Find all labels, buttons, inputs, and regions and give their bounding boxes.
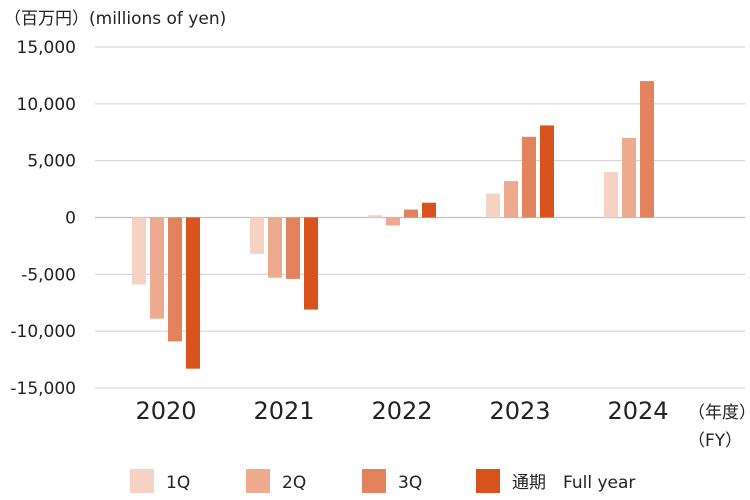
bar-2020-q4 <box>186 217 200 369</box>
x-category-label: 2021 <box>253 397 314 425</box>
bar-2022-q3 <box>404 209 418 218</box>
bar-2020-q1 <box>132 217 146 285</box>
unit-label: （百万円）(millions of yen) <box>4 9 226 29</box>
y-tick-label: -5,000 <box>21 265 76 285</box>
bar-2024-q3 <box>640 81 654 218</box>
bar-2021-q3 <box>286 217 300 279</box>
gridlines <box>95 46 745 389</box>
bar-2023-q1 <box>486 193 500 218</box>
legend-label: 2Q <box>282 473 306 493</box>
legend-label: 通期 Full year <box>512 473 635 493</box>
y-tick-label: 0 <box>65 209 76 229</box>
bar-2023-q3 <box>522 136 536 218</box>
legend: 1Q 2Q 3Q 通期 Full year <box>130 469 635 493</box>
legend-swatch <box>130 469 154 493</box>
bar-2023-q4 <box>540 125 554 218</box>
y-tick-label: -10,000 <box>10 322 76 342</box>
bar-2020-q3 <box>168 217 182 342</box>
bar-2020-q2 <box>150 217 164 319</box>
bar-2024-q1 <box>604 172 618 218</box>
x-category-label: 2024 <box>607 397 668 425</box>
bar-2021-q1 <box>250 217 264 254</box>
bar-2022-q2 <box>386 217 400 226</box>
x-category-label: 2022 <box>371 397 432 425</box>
fy-label-line1: （年度） <box>688 403 750 423</box>
x-category-label: 2020 <box>135 397 196 425</box>
y-tick-label: 5,000 <box>27 152 76 172</box>
legend-swatch <box>362 469 386 493</box>
x-axis-categories: 2020 2021 2022 2023 2024 <box>135 397 668 425</box>
bar-2022-q1 <box>368 215 382 218</box>
bar-2024-q2 <box>622 137 636 218</box>
legend-swatch <box>476 469 500 493</box>
legend-label: 3Q <box>398 473 422 493</box>
legend-label: 1Q <box>166 473 190 493</box>
bar-2022-q4 <box>422 202 436 218</box>
bar-2021-q2 <box>268 217 282 278</box>
fy-label-line2: （FY） <box>688 431 742 451</box>
bar-2021-q4 <box>304 217 318 310</box>
y-axis-ticks: 15,000 10,000 5,000 0 -5,000 -10,000 -15,000 <box>10 38 76 399</box>
y-tick-label: 10,000 <box>17 95 76 115</box>
y-tick-label: 15,000 <box>17 38 76 58</box>
bars <box>132 81 654 369</box>
x-category-label: 2023 <box>489 397 550 425</box>
bar-2023-q2 <box>504 181 518 218</box>
legend-swatch <box>246 469 270 493</box>
y-tick-label: -15,000 <box>10 379 76 399</box>
